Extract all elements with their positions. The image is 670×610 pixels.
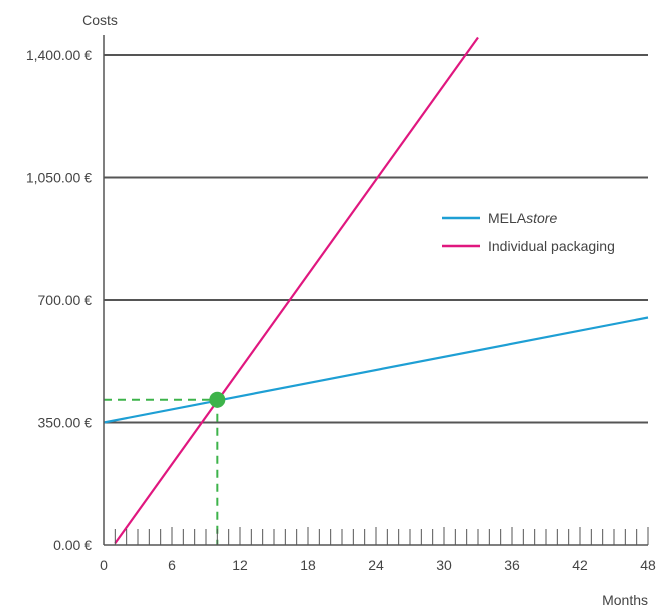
x-tick-label: 24 (368, 557, 384, 573)
x-tick-label: 12 (232, 557, 248, 573)
break-even-point (209, 391, 226, 408)
x-axis-label: Months (602, 592, 648, 608)
axes (103, 35, 649, 546)
x-tick-label: 48 (640, 557, 656, 573)
y-tick-label: 0.00 € (53, 537, 92, 553)
x-tick-label: 30 (436, 557, 452, 573)
break-even-guides (104, 398, 219, 545)
x-tick-label: 18 (300, 557, 316, 573)
series-line-melastore (103, 316, 649, 424)
tick-labels: 0.00 € 350.00 € 700.00 € 1,050.00 € 1,400.00… (26, 47, 656, 573)
y-tick-label: 1,050.00 € (26, 170, 92, 186)
y-tick-label: 1,400.00 € (26, 47, 92, 63)
legend-label: MELAstore (488, 210, 557, 226)
y-tick-label: 700.00 € (38, 292, 93, 308)
legend: MELAstore Individual packaging (442, 210, 615, 254)
y-grid-lines (104, 54, 648, 424)
y-axis-label: Costs (82, 12, 118, 28)
x-tick-label: 36 (504, 557, 520, 573)
x-tick-label: 0 (100, 557, 108, 573)
y-tick-label: 350.00 € (38, 415, 93, 431)
x-tick-label: 42 (572, 557, 588, 573)
legend-label: Individual packaging (488, 238, 615, 254)
x-tick-label: 6 (168, 557, 176, 573)
series-line-individual-packaging (114, 36, 479, 544)
series-lines (103, 36, 649, 544)
